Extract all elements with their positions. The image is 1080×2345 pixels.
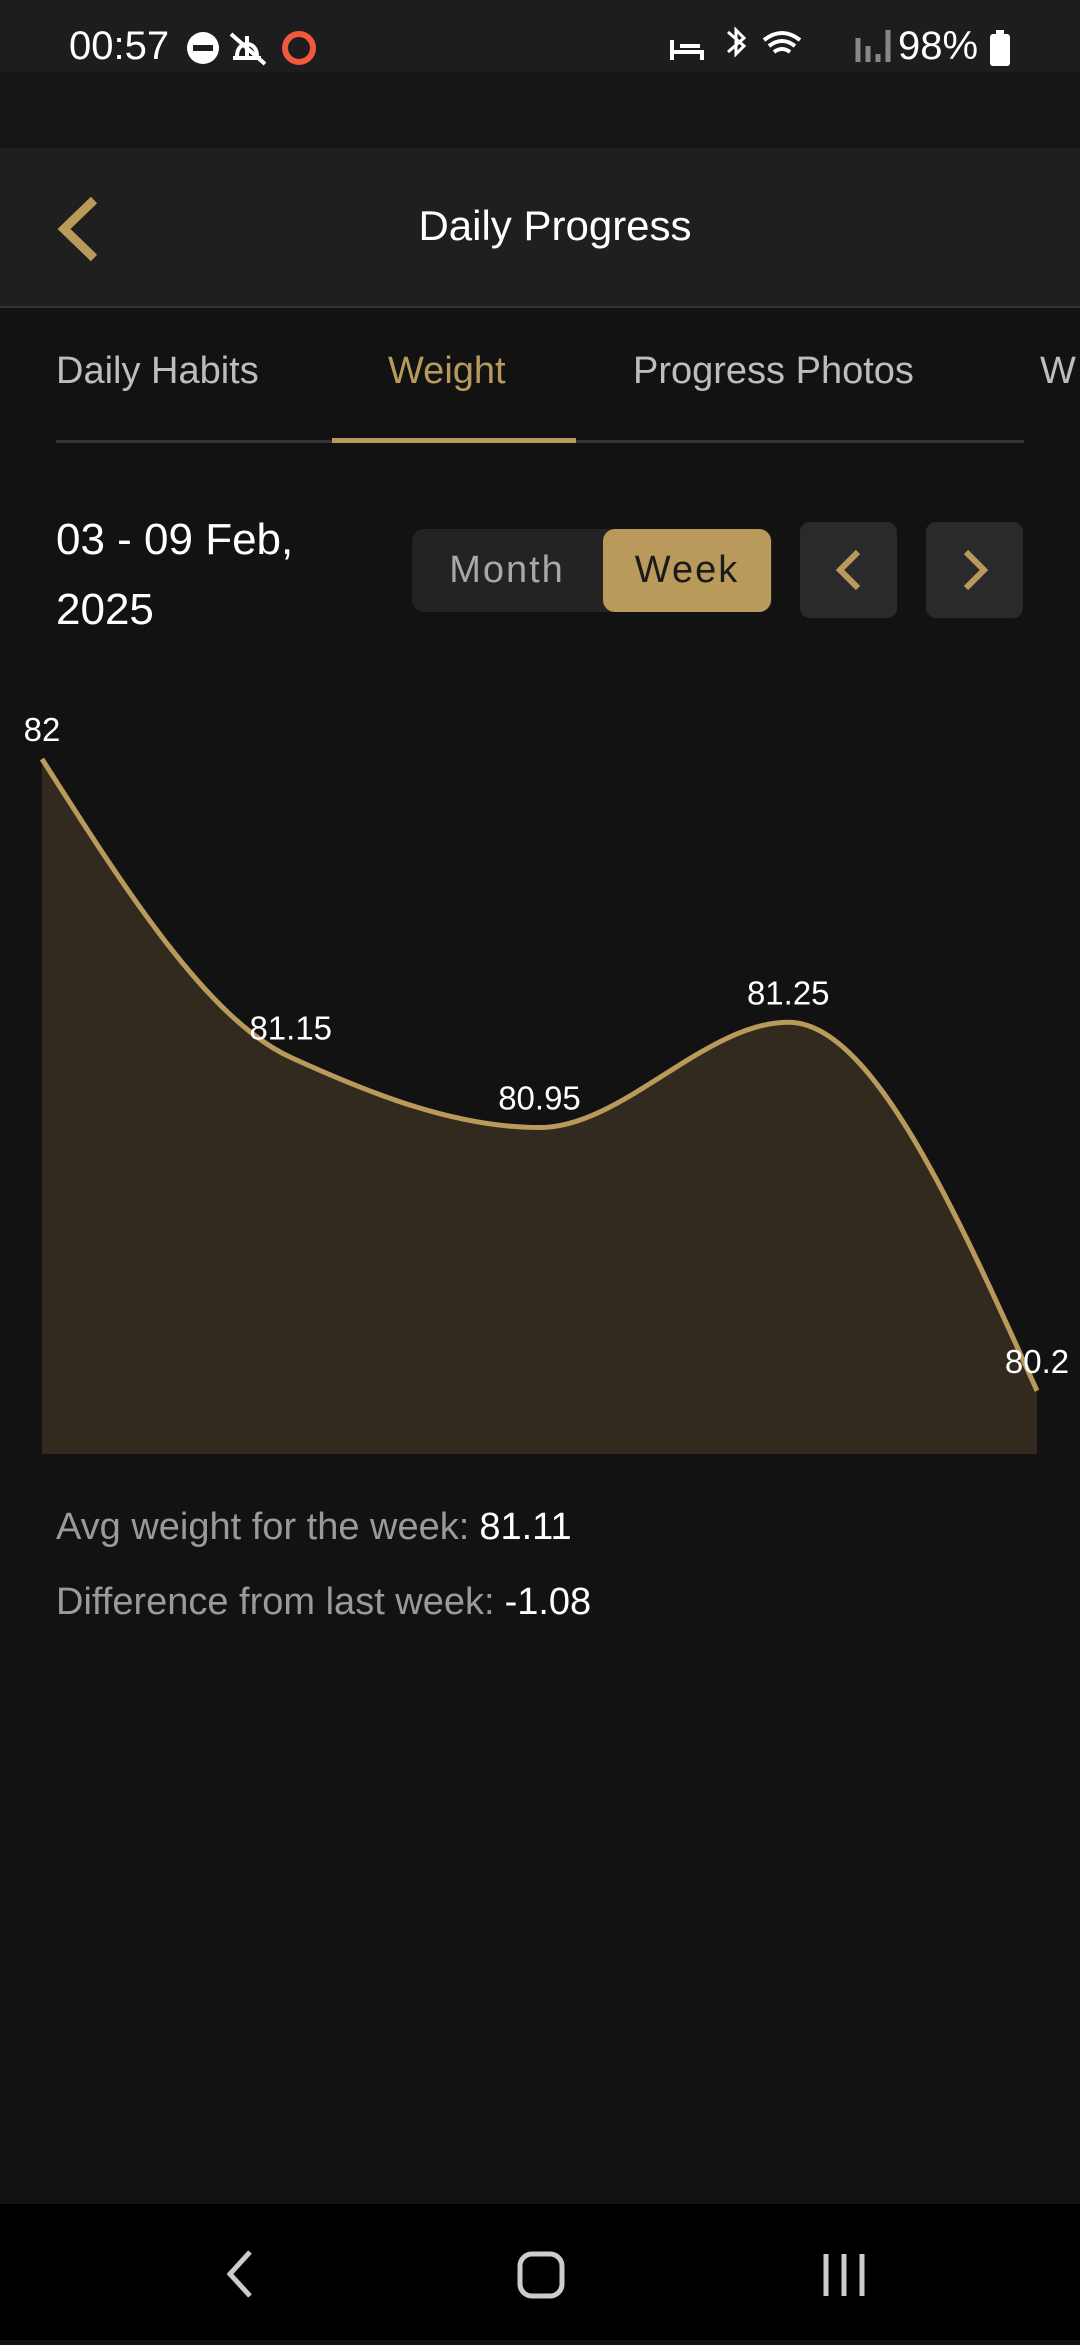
tab[interactable]: Progress Photos — [633, 350, 914, 392]
avg-weight-label: Avg weight for the week: — [56, 1506, 470, 1548]
system-icons — [670, 26, 891, 62]
data-label: 80.95 — [498, 1080, 581, 1117]
back-button[interactable] — [54, 196, 104, 262]
status-bar: 00:57 98% — [0, 0, 1080, 72]
data-label: 81.25 — [747, 974, 830, 1011]
nav-icons — [226, 2250, 865, 2299]
data-label: 82 — [24, 711, 61, 748]
previous-button[interactable] — [800, 522, 897, 618]
navigation-bar — [0, 2204, 1080, 2340]
status-icons — [187, 31, 316, 66]
date-range: 03 - 09 Feb, 2025 — [56, 515, 294, 634]
tab[interactable]: Daily Habits — [56, 350, 259, 392]
previous-icon — [835, 549, 861, 591]
week-button[interactable]: Week — [603, 529, 771, 612]
data-label: 81.15 — [249, 1009, 332, 1046]
month-button[interactable]: Month — [449, 549, 565, 591]
nav-back[interactable] — [226, 2250, 252, 2298]
page-title: Daily Progress — [418, 202, 692, 249]
nav-home[interactable] — [517, 2251, 565, 2299]
app-bar-spacer — [0, 72, 1080, 148]
tab[interactable]: Weight — [388, 350, 506, 392]
weight-difference: Difference from last week: -1.08 — [56, 1581, 591, 1624]
time: 00:57 — [69, 24, 170, 68]
active-tab-indicator — [332, 438, 576, 443]
weight-chart: 82 81.15 80.95 81.25 80.2 — [24, 711, 1069, 1454]
area-fill — [42, 759, 1037, 1454]
data-label: 80.2 — [1005, 1343, 1069, 1380]
difference-value: -1.08 — [504, 1581, 592, 1623]
next-icon — [963, 549, 989, 591]
battery-icon — [990, 30, 1010, 66]
battery-level: 98% — [898, 24, 979, 68]
next-button[interactable] — [926, 522, 1023, 618]
difference-label: Difference from last week: — [56, 1581, 495, 1623]
avg-weight: Avg weight for the week: 81.11 — [56, 1506, 572, 1549]
header: Daily Progress — [0, 148, 1080, 308]
nav-recents[interactable] — [823, 2254, 865, 2296]
weight-line — [39, 757, 1040, 1392]
avg-weight-value: 81.11 — [479, 1506, 572, 1548]
tab[interactable]: W — [1040, 350, 1076, 392]
